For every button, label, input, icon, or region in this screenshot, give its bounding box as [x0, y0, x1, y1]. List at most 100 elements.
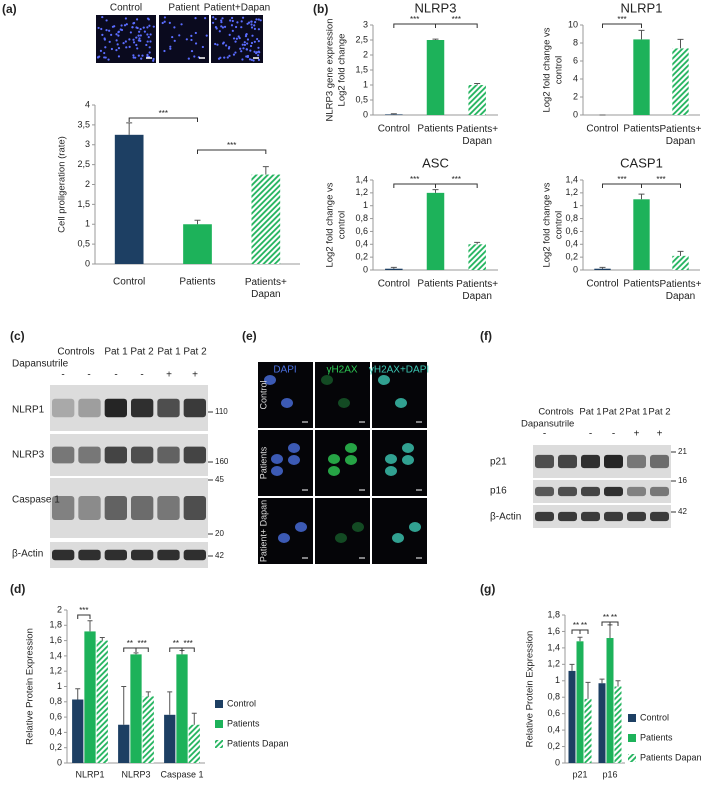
nucleus: [240, 26, 243, 29]
x-tick-label: Patients: [623, 124, 659, 135]
nucleus: [234, 51, 237, 54]
bar: [176, 654, 188, 763]
nucleus: [249, 44, 253, 48]
nucleus: [201, 45, 204, 49]
bar: [114, 134, 144, 264]
y-tick-label: 0,2: [547, 741, 560, 751]
nucleus: [124, 40, 127, 43]
y-axis-label: NLRP3 gene expression: [325, 19, 336, 122]
lane-group: Pat 2: [130, 347, 154, 358]
x-tick-label: Patients+ Dapan: [245, 277, 287, 300]
nucleus: [131, 26, 134, 29]
significance-bracket: [579, 629, 589, 634]
significance-label: **: [581, 621, 587, 630]
nucleus: [168, 21, 171, 24]
nucleus: [169, 45, 172, 48]
significance-label: **: [127, 639, 133, 648]
nucleus: [250, 41, 254, 45]
micrograph: [258, 362, 313, 428]
treatment-label: Dapansutrile: [12, 359, 69, 370]
significance-label: ***: [410, 15, 419, 24]
nucleus: [230, 24, 234, 27]
nucleus: [146, 33, 149, 36]
panel-letter: (c): [10, 329, 25, 343]
nucleus: [288, 443, 300, 453]
y-tick-label: 1,4: [49, 650, 62, 660]
treatment-label: Dapansutrile: [521, 419, 574, 430]
nucleus: [223, 56, 226, 59]
nucleus: [246, 38, 250, 41]
nucleus: [236, 21, 239, 24]
y-tick-label: 0,6: [547, 708, 560, 718]
nucleus: [146, 53, 149, 57]
y-tick-label: 3: [363, 19, 368, 29]
nucleus: [205, 34, 208, 37]
y-axis-label: control: [337, 211, 348, 240]
panel-letter: (g): [480, 582, 495, 596]
y-tick-label: 0,8: [49, 696, 62, 706]
nucleus: [117, 31, 120, 34]
error-bar: [569, 663, 575, 671]
significance-label: ***: [137, 639, 146, 648]
bar: [118, 724, 130, 763]
nucleus: [224, 44, 228, 47]
y-tick-label: 4: [573, 73, 578, 83]
bar: [584, 698, 592, 763]
y-tick-label: 1,4: [547, 642, 560, 652]
nucleus: [243, 43, 247, 46]
significance-label: ***: [617, 15, 626, 24]
bar: [426, 40, 445, 115]
y-tick-label: 1,6: [49, 635, 62, 645]
y-tick-label: 1: [555, 675, 560, 685]
treatment-sign: -: [543, 429, 546, 440]
bar: [576, 641, 584, 763]
nucleus: [328, 466, 340, 476]
lane-group: Pat 1: [625, 407, 647, 418]
nucleus: [180, 23, 183, 26]
nucleus: [288, 455, 300, 465]
error-bar: [262, 166, 269, 175]
blot-strip: [533, 445, 671, 478]
blot-band: [157, 496, 180, 520]
nucleus: [108, 29, 111, 32]
nucleus: [212, 16, 215, 19]
nucleus: [148, 51, 151, 54]
y-tick-label: 1,6: [547, 626, 560, 636]
nucleus: [123, 24, 127, 27]
nucleus: [295, 522, 307, 532]
bar: [142, 696, 154, 763]
marker-label: 45: [215, 475, 224, 484]
error-bar: [126, 122, 133, 135]
x-tick-label: Control: [378, 124, 410, 135]
legend-swatch: [628, 734, 636, 742]
nucleus: [171, 35, 174, 39]
blot-band: [604, 454, 623, 469]
nucleus: [108, 40, 111, 43]
nucleus: [257, 50, 260, 53]
nucleus: [220, 19, 223, 22]
nucleus: [119, 28, 122, 31]
error-bar: [432, 38, 439, 40]
blot-row-label: Caspase 1: [12, 495, 60, 506]
error-bar: [99, 637, 105, 641]
nucleus: [402, 443, 414, 453]
nucleus: [125, 23, 128, 26]
treatment-sign: -: [114, 370, 117, 381]
nucleus: [248, 58, 252, 61]
significance-bracket: [77, 614, 91, 619]
error-bar: [145, 691, 151, 697]
nucleus: [402, 455, 414, 465]
y-tick-label: 10: [568, 19, 578, 29]
nucleus: [222, 41, 225, 44]
treatment-sign: +: [166, 370, 172, 381]
nucleus: [264, 375, 276, 385]
error-bar: [638, 193, 645, 200]
nucleus: [135, 36, 138, 39]
y-axis-label: control: [554, 56, 565, 85]
nucleus: [139, 34, 142, 37]
nucleus: [147, 36, 150, 39]
blot-row-label: β-Actin: [12, 549, 43, 560]
nucleus: [124, 17, 127, 20]
nucleus: [227, 47, 231, 50]
nucleus: [139, 28, 142, 31]
